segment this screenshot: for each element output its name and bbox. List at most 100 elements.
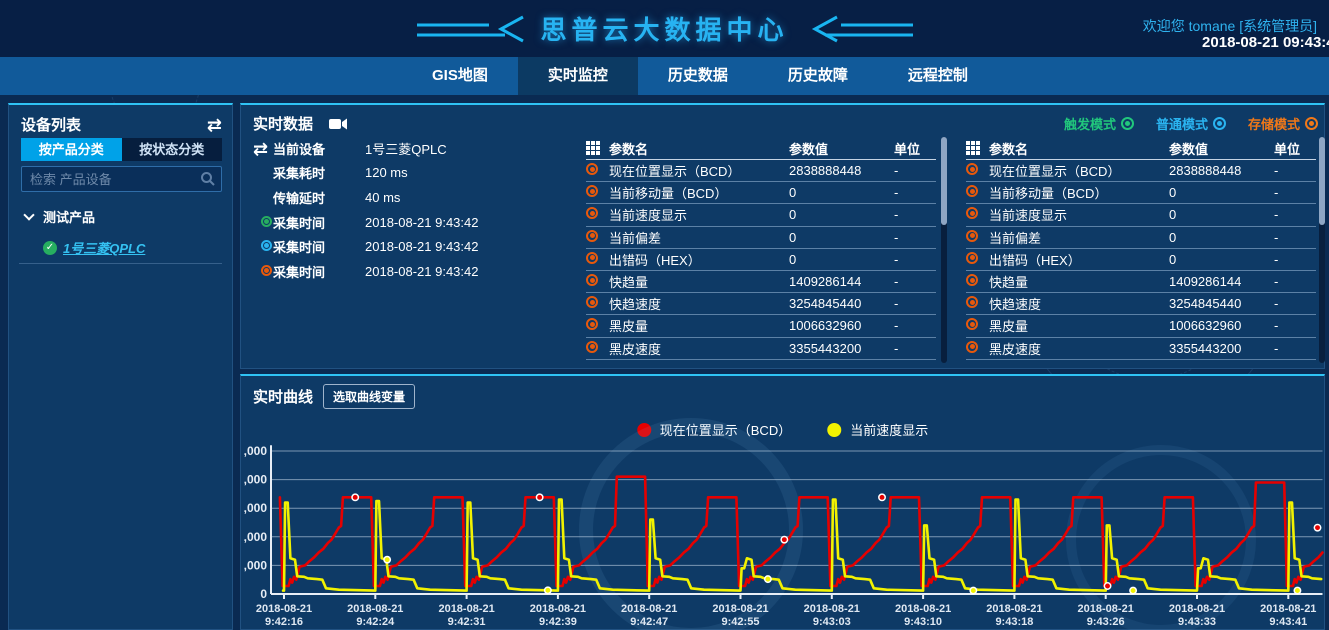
param-value: 2838888448 — [789, 163, 862, 179]
row-icon-slot — [586, 229, 609, 245]
nav-tab-3[interactable]: 历史故障 — [787, 67, 848, 84]
param-name: 当前偏差 — [989, 230, 1042, 246]
nav-tab-0[interactable]: GIS地图 — [432, 67, 488, 84]
svg-text:,000: ,000 — [244, 558, 268, 572]
realtime-data-panel: 实时数据 触发模式 普通模式 存储模式 ⇄ 当前设备 1号三菱QPLC 采集耗时 120 … — [240, 103, 1325, 369]
grid-icon[interactable] — [586, 141, 600, 155]
search-icon[interactable] — [200, 171, 216, 187]
param-name: 出错码（HEX） — [609, 252, 701, 268]
tree-group-label: 测试产品 — [43, 210, 96, 225]
grid-cell — [966, 141, 970, 145]
sidebar-tab-1[interactable]: 按状态分类 — [121, 138, 222, 161]
param-value: 2838888448 — [1169, 163, 1242, 179]
table-row: 当前速度显示 0 - — [586, 204, 936, 227]
record-dot-icon — [261, 215, 272, 227]
record-dot-icon — [966, 207, 978, 220]
dot-inner — [589, 344, 595, 350]
nav-tab-2[interactable]: 历史数据 — [667, 67, 728, 84]
row-icon-slot — [966, 340, 989, 356]
svg-text:2018-08-219:43:10: 2018-08-21 9:43:10 — [895, 603, 951, 628]
dot-inner — [589, 166, 595, 172]
legend-item-1[interactable]: 当前速度显示 — [827, 420, 928, 439]
dot-inner — [1309, 121, 1314, 126]
param-unit: - — [894, 229, 899, 245]
record-dot-icon — [1120, 117, 1134, 130]
scrollbar-thumb[interactable] — [941, 137, 947, 225]
param-value: 0 — [789, 207, 797, 223]
nav-tab-4[interactable]: 远程控制 — [907, 67, 968, 84]
table-row: 快趋量 1409286144 - — [586, 271, 936, 294]
row-icon-slot — [586, 185, 609, 200]
chevron-down-icon — [23, 208, 35, 221]
grid-icon[interactable] — [966, 141, 980, 155]
record-dot-icon — [261, 264, 272, 276]
info-value: 40 ms — [365, 189, 401, 205]
mode-label: 触发模式 — [1063, 117, 1116, 132]
dot-inner — [589, 233, 595, 239]
search-input[interactable] — [21, 166, 222, 192]
row-icon-slot — [966, 318, 989, 333]
realtime-data-title: 实时数据 — [253, 116, 314, 133]
grid-cell — [586, 151, 590, 155]
tree-group-test-product[interactable]: 测试产品 — [23, 207, 96, 226]
grid-cell — [596, 146, 600, 150]
tree-device-item[interactable]: ✓ 1号三菱QPLC — [43, 238, 145, 257]
col-header-value: 参数值 — [789, 141, 829, 157]
param-value: 0 — [1169, 229, 1177, 245]
svg-text:2018-08-219:42:16: 2018-08-21 9:42:16 — [256, 603, 312, 628]
col-header-value: 参数值 — [1169, 141, 1209, 157]
grid-cell — [596, 141, 600, 145]
mode-button-0[interactable]: 触发模式 — [1064, 114, 1134, 133]
param-value: 3355443200 — [1169, 340, 1242, 356]
dot-inner — [589, 277, 595, 283]
dot-inner — [969, 321, 975, 327]
record-dot-icon — [966, 296, 978, 309]
param-unit: - — [894, 185, 899, 201]
param-unit: - — [1274, 318, 1279, 334]
row-icon-slot — [586, 251, 609, 267]
scrollbar-thumb[interactable] — [1319, 137, 1325, 225]
info-label: 传输延时 — [273, 190, 326, 206]
record-dot-icon — [966, 251, 978, 264]
device-info-row: 采集时间 2018-08-21 9:43:42 — [251, 234, 581, 259]
svg-text:2018-08-219:43:26: 2018-08-21 9:43:26 — [1078, 603, 1134, 628]
table-row: 当前移动量（BCD） 0 - — [586, 182, 936, 205]
legend-item-0[interactable]: 现在位置显示（BCD） — [636, 420, 791, 439]
mode-label: 普通模式 — [1155, 117, 1208, 132]
device-info-row: 采集耗时 120 ms — [251, 161, 581, 186]
svg-text:2018-08-219:42:31: 2018-08-21 9:42:31 — [438, 603, 494, 628]
record-dot-icon — [966, 185, 978, 198]
param-unit: - — [1274, 229, 1279, 245]
select-curve-variables-button[interactable]: 选取曲线变量 — [323, 384, 416, 409]
svg-text:2018-08-219:42:47: 2018-08-21 9:42:47 — [621, 603, 677, 628]
table-row: 现在位置显示（BCD） 2838888448 - — [966, 160, 1316, 183]
table-row: 黑皮量 1006632960 - — [586, 315, 936, 338]
mode-button-2[interactable]: 存储模式 — [1248, 114, 1318, 133]
param-name: 快趋速度 — [609, 297, 662, 313]
dot-inner — [969, 188, 975, 194]
app-header: 思普云大数据中心 欢迎您 tomane [系统管理员] 2018-08-21 0… — [0, 0, 1329, 57]
camera-icon[interactable] — [329, 117, 348, 131]
table-row: 当前移动量（BCD） 0 - — [966, 182, 1316, 205]
table-row: 现在位置显示（BCD） 2838888448 - — [586, 160, 936, 183]
dot-inner — [969, 233, 975, 239]
grid-cell — [966, 151, 970, 155]
param-name: 黑皮速度 — [609, 341, 662, 357]
nav-tab-1[interactable]: 实时监控 — [517, 57, 638, 95]
dot-inner — [1216, 121, 1222, 126]
param-value: 0 — [789, 229, 797, 245]
sidebar-tab-0[interactable]: 按产品分类 — [21, 138, 122, 161]
legend-dot — [827, 422, 842, 437]
info-icon-slot — [251, 264, 273, 279]
mode-button-1[interactable]: 普通模式 — [1156, 114, 1226, 133]
param-value: 0 — [1169, 185, 1177, 201]
swap-icon[interactable]: ⇄ — [253, 139, 269, 159]
device-link: 1号三菱QPLC — [63, 241, 146, 256]
scrollbar-track[interactable] — [941, 137, 947, 363]
dot-inner — [589, 210, 595, 216]
info-value: 120 ms — [365, 165, 408, 181]
scrollbar-track[interactable] — [1319, 137, 1325, 363]
swap-icon[interactable]: ⇄ — [206, 114, 222, 135]
info-label: 当前设备 — [273, 141, 326, 157]
record-dot-icon — [586, 274, 598, 287]
